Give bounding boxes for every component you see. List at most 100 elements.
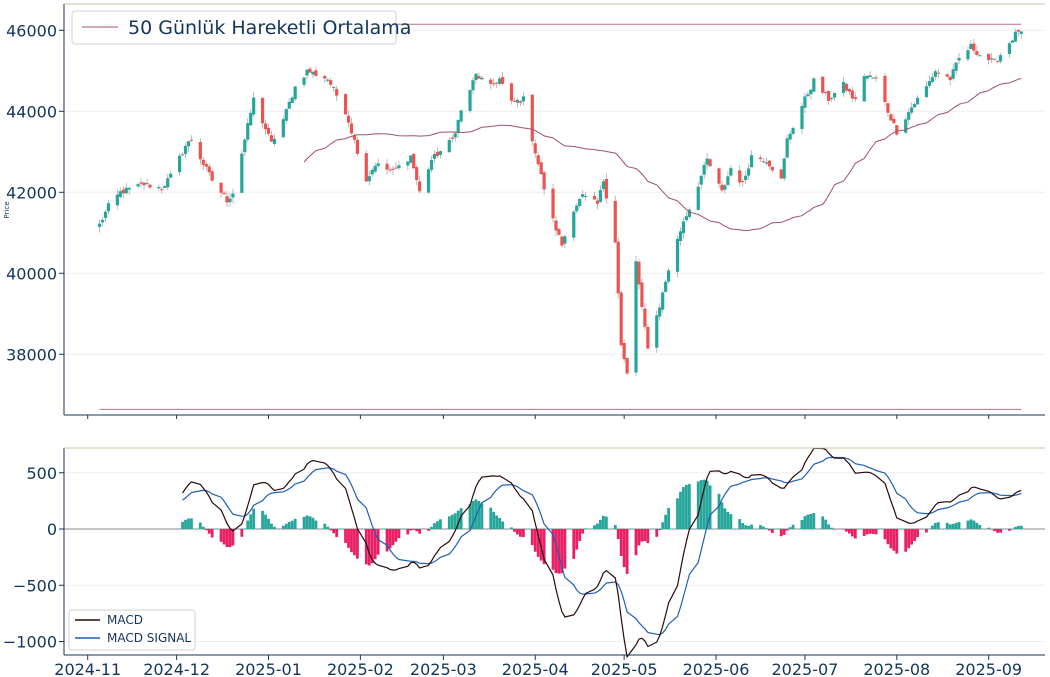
macd-histogram-bar (907, 529, 911, 549)
candle (142, 181, 146, 190)
candle-body (841, 81, 846, 93)
candle (812, 76, 816, 93)
candle (124, 182, 128, 195)
candle-body (512, 100, 517, 102)
macd-histogram-bar (850, 529, 854, 537)
macd-histogram-bar (996, 529, 999, 533)
x-tick-label: 2025-08 (863, 660, 930, 677)
candle (578, 197, 582, 208)
price-legend-label: 50 Günlük Hareketli Ortalama (128, 17, 411, 39)
candle (287, 98, 291, 110)
macd-histogram-bar (634, 529, 638, 556)
candle (335, 85, 339, 101)
macd-histogram-bar (252, 508, 256, 529)
candle-body (252, 97, 256, 115)
candle (954, 61, 958, 76)
candle (397, 161, 401, 170)
candle-body (355, 139, 360, 154)
macd-histogram-bar (332, 529, 336, 534)
macd-histogram-bar (453, 513, 457, 529)
candle-body (951, 69, 955, 79)
candle (809, 89, 813, 100)
candle-body (231, 193, 235, 198)
candle-body (598, 189, 603, 202)
candle (758, 154, 763, 162)
candle-body (370, 169, 374, 175)
candle-body (388, 169, 392, 171)
price-candles (97, 28, 1023, 376)
macd-histogram-bar (388, 529, 392, 549)
candle (198, 138, 202, 165)
macd-histogram-bar (871, 529, 875, 534)
candle (305, 69, 309, 80)
price-panel: 38000 40000 42000 44000 46000 Price 50 Günlü… (3, 3, 1045, 419)
price-legend-box (71, 10, 397, 45)
macd-histogram-bar (290, 520, 294, 529)
candle-body (978, 55, 982, 57)
candle (702, 161, 706, 180)
macd-histogram-bar (738, 519, 742, 529)
candle (284, 108, 288, 125)
candle (871, 77, 875, 79)
candle-body (993, 58, 997, 60)
candle (536, 152, 540, 167)
macd-histogram-bar (477, 501, 481, 529)
macd-legend: MACD MACD SIGNAL (68, 609, 196, 651)
candle (391, 165, 395, 175)
candle (729, 165, 733, 177)
candle (886, 102, 890, 117)
macd-histogram-bar (542, 529, 546, 565)
candle (281, 115, 285, 139)
macd-histogram-bar (385, 529, 389, 552)
candle-body (139, 182, 143, 184)
macd-y-tick-label: 0 (47, 520, 57, 539)
candle (681, 217, 686, 239)
candle-body (945, 74, 949, 77)
candle-body (821, 76, 825, 93)
macd-histogram-bar (602, 515, 605, 529)
x-tick-label: 2025-09 (955, 660, 1022, 677)
candle (613, 195, 617, 244)
macd-histogram-bar (990, 529, 994, 530)
candle (987, 53, 991, 65)
macd-histogram-bar (350, 529, 353, 553)
macd-signal-line (182, 456, 1022, 636)
candle-body (409, 155, 413, 163)
x-tick-label: 2025-04 (502, 660, 569, 677)
macd-histogram (181, 479, 1023, 574)
candle (145, 178, 149, 185)
candle-body (827, 91, 831, 101)
candle (435, 147, 440, 158)
candle-body (551, 188, 555, 219)
macd-histogram-bar (329, 529, 333, 531)
candle (166, 173, 170, 191)
candle (246, 117, 250, 143)
candle (595, 197, 600, 210)
candle-body (124, 187, 128, 194)
candle-body (148, 184, 152, 188)
candle-body (910, 107, 914, 113)
candle-body (412, 153, 416, 169)
candle-body (515, 99, 520, 103)
macd-histogram-bar (765, 528, 768, 529)
candle (782, 157, 786, 182)
macd-histogram-bar (945, 522, 949, 529)
candle-body (907, 112, 911, 120)
candle-body (426, 169, 431, 193)
candle-body (305, 69, 309, 76)
candle (103, 209, 108, 223)
macd-histogram-bar (643, 529, 647, 542)
macd-histogram-bar (687, 484, 691, 529)
macd-histogram-bar (684, 484, 688, 529)
candle (157, 184, 161, 192)
candle (222, 190, 226, 195)
candle-body (912, 104, 917, 108)
macd-histogram-bar (554, 529, 558, 574)
candle (821, 76, 825, 95)
candle (412, 152, 416, 169)
macd-histogram-bar (925, 529, 928, 533)
macd-histogram-bar (513, 529, 516, 532)
candle-body (699, 175, 703, 185)
macd-histogram-bar (791, 524, 795, 529)
